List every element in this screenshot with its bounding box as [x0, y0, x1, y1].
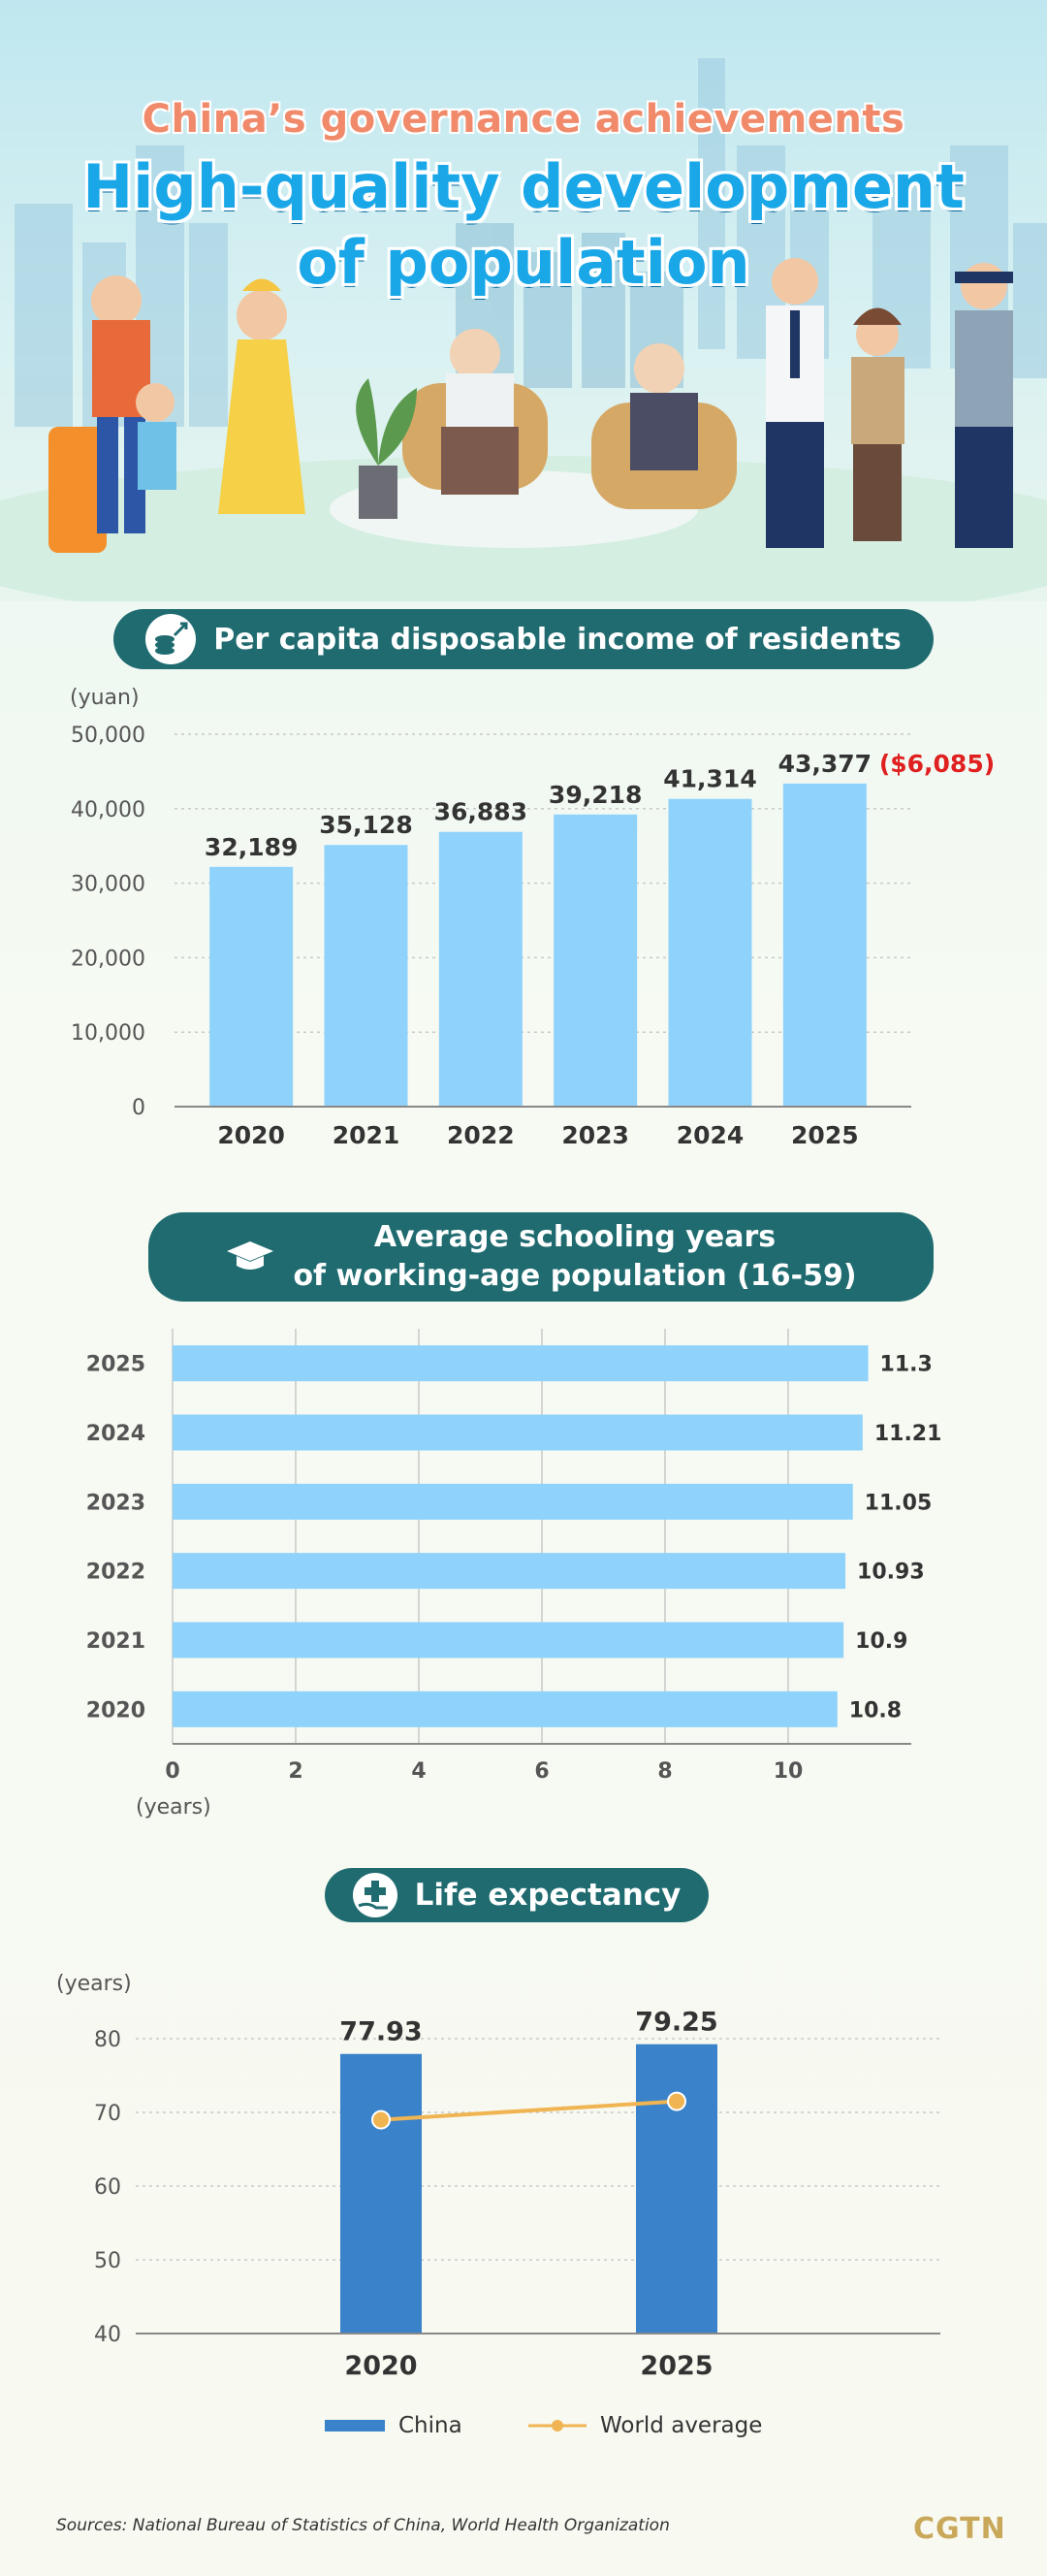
y-tick-label: 40,000 [71, 798, 145, 822]
bar [438, 831, 523, 1107]
data-label: 11.05 [865, 1491, 933, 1515]
y-tick-label: 2023 [86, 1491, 145, 1515]
data-label: 36,883 [434, 798, 527, 826]
y-axis-unit: (yuan) [70, 686, 140, 710]
y-tick-label: 10,000 [71, 1021, 145, 1046]
data-label: 11.21 [874, 1422, 942, 1446]
data-label: 35,128 [319, 811, 412, 839]
x-tick-label: 2025 [791, 1121, 859, 1149]
data-label: 41,314 [663, 765, 756, 793]
y-tick-label: 70 [94, 2102, 121, 2126]
data-label: 10.93 [857, 1561, 925, 1585]
bar [173, 1483, 853, 1520]
data-label: 43,377 [778, 750, 872, 778]
bar-china [340, 2053, 422, 2334]
hero-banner: China’s governance achievements High-qua… [0, 0, 1047, 601]
income-section-header: Per capita disposable income of resident… [113, 609, 934, 669]
x-tick-label: 6 [534, 1759, 549, 1784]
y-tick-label: 40 [94, 2323, 121, 2347]
y-tick-label: 30,000 [71, 873, 145, 897]
legend-label-china: China [398, 2413, 462, 2438]
schooling-title-line1: Average schooling years [373, 1220, 777, 1254]
y-tick-label: 50,000 [71, 724, 145, 748]
cgtn-logo: CGTN [913, 2512, 1006, 2546]
legend-label-world: World average [600, 2413, 763, 2438]
x-tick-label: 2025 [640, 2351, 713, 2381]
income-section-title: Per capita disposable income of resident… [213, 622, 902, 657]
bar [173, 1690, 838, 1727]
x-tick-label: 4 [411, 1759, 426, 1784]
y-tick-label: 2020 [86, 1698, 145, 1723]
legend-swatch-china [325, 2420, 385, 2431]
bar [209, 866, 294, 1107]
data-label: 39,218 [549, 781, 642, 809]
life-expectancy-chart: (years) 40 50 60 70 80 77.93 2020 79.25 2025 [56, 1972, 940, 2381]
x-axis-unit: (years) [136, 1795, 211, 1819]
schooling-section-title: Average schooling years of working-age p… [293, 1218, 856, 1296]
bar [782, 783, 867, 1107]
y-tick-label: 60 [94, 2175, 121, 2200]
x-tick-label: 2024 [677, 1121, 745, 1149]
world-average-line [380, 2099, 678, 2122]
income-bar-chart: (yuan) 0 10,000 20,000 30,000 40,000 50,000 32,… [70, 686, 995, 1149]
data-label: 11.3 [880, 1353, 933, 1377]
x-tick-label: 10 [774, 1759, 804, 1784]
data-label: 77.93 [339, 2017, 422, 2047]
page-title-line1: High-quality development [82, 151, 965, 222]
schooling-title-line2: of working-age population (16-59) [293, 1259, 857, 1293]
life-legend: China World average [0, 2413, 1047, 2442]
data-label: 10.8 [849, 1698, 902, 1723]
world-average-point [667, 2091, 686, 2111]
bar [173, 1553, 846, 1590]
legend-item-world: World average [528, 2413, 762, 2438]
bar [324, 845, 408, 1107]
life-section-header: Life expectancy [325, 1868, 709, 1922]
x-tick-label: 2020 [344, 2351, 417, 2381]
x-tick-label: 2022 [447, 1121, 515, 1149]
usd-annotation: ($6,085) [879, 750, 995, 778]
data-label: 10.9 [855, 1629, 907, 1654]
data-label: 32,189 [205, 833, 298, 861]
life-section-title: Life expectancy [414, 1878, 682, 1913]
sources-note: Sources: National Bureau of Statistics o… [56, 2516, 670, 2535]
health-hand-icon [352, 1873, 397, 1917]
x-tick-label: 2023 [561, 1121, 629, 1149]
page-title-line2: of population [297, 227, 750, 298]
y-tick-label: 50 [94, 2249, 121, 2273]
bar [173, 1622, 844, 1658]
y-tick-label: 2021 [86, 1629, 145, 1654]
x-tick-label: 8 [657, 1759, 672, 1784]
y-tick-label: 2022 [86, 1561, 145, 1585]
y-tick-label: 80 [94, 2028, 121, 2052]
x-tick-label: 2021 [333, 1121, 400, 1149]
world-average-point [371, 2109, 391, 2130]
bar [173, 1345, 869, 1382]
bar-china [636, 2044, 717, 2334]
money-coins-icon [145, 614, 197, 664]
bar [668, 798, 752, 1107]
y-tick-label: 20,000 [71, 947, 145, 971]
data-label: 79.25 [635, 2008, 717, 2038]
legend-swatch-world [528, 2420, 587, 2431]
y-axis-unit: (years) [56, 1972, 132, 1996]
schooling-bar-chart: 0 2 4 6 8 10 (years) 11.3 2025 11.21 2024 11.05 2023… [86, 1329, 942, 1819]
hero-illustration [0, 58, 1047, 601]
header-kicker: China’s governance achievements [142, 97, 905, 142]
schooling-section-header: Average schooling years of working-age p… [148, 1212, 934, 1302]
x-tick-label: 2020 [217, 1121, 285, 1149]
bar [173, 1414, 863, 1451]
bar [554, 814, 638, 1107]
legend-item-china: China [325, 2413, 462, 2438]
y-tick-label: 2024 [86, 1422, 145, 1446]
graduation-cap-icon [225, 1232, 275, 1282]
y-tick-label: 2025 [86, 1353, 145, 1377]
x-tick-label: 2 [288, 1759, 302, 1784]
x-tick-label: 0 [165, 1759, 179, 1784]
y-tick-label: 0 [132, 1096, 145, 1120]
